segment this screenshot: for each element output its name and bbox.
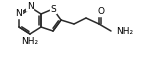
Text: N: N [16, 10, 22, 18]
Text: O: O [97, 8, 104, 16]
Text: NH₂: NH₂ [116, 27, 133, 35]
Text: NH₂: NH₂ [21, 37, 39, 47]
Text: S: S [51, 4, 56, 14]
Text: N: N [27, 2, 33, 11]
